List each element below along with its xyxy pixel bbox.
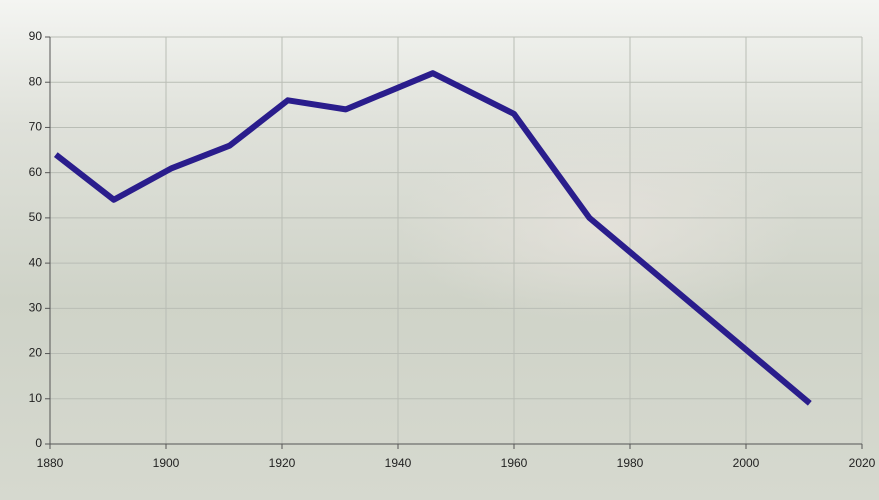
y-tick-label: 10 — [29, 391, 43, 405]
chart: 0 10 20 30 40 50 60 70 80 90 1880 1900 1920 1940 1960 1… — [0, 0, 879, 500]
y-tick-label: 80 — [29, 74, 43, 88]
y-tick-label: 90 — [29, 29, 43, 43]
x-tick-label: 1960 — [501, 456, 528, 470]
y-tick-label: 60 — [29, 165, 43, 179]
y-tick-label: 30 — [29, 301, 43, 315]
y-tick-label: 0 — [35, 436, 42, 450]
x-tick-label: 1920 — [269, 456, 296, 470]
x-tick-label: 2000 — [733, 456, 760, 470]
page: 0 10 20 30 40 50 60 70 80 90 1880 1900 1920 1940 1960 1… — [0, 0, 879, 500]
x-tick-label: 1980 — [617, 456, 644, 470]
x-tick-label: 1900 — [153, 456, 180, 470]
y-tick-label: 50 — [29, 210, 43, 224]
y-tick-label: 40 — [29, 255, 43, 269]
x-tick-label: 1940 — [385, 456, 412, 470]
background-detail — [300, 100, 800, 350]
x-tick-label: 2020 — [849, 456, 876, 470]
y-tick-label: 20 — [29, 346, 43, 360]
y-tick-label: 70 — [29, 120, 43, 134]
x-tick-label: 1880 — [37, 456, 64, 470]
